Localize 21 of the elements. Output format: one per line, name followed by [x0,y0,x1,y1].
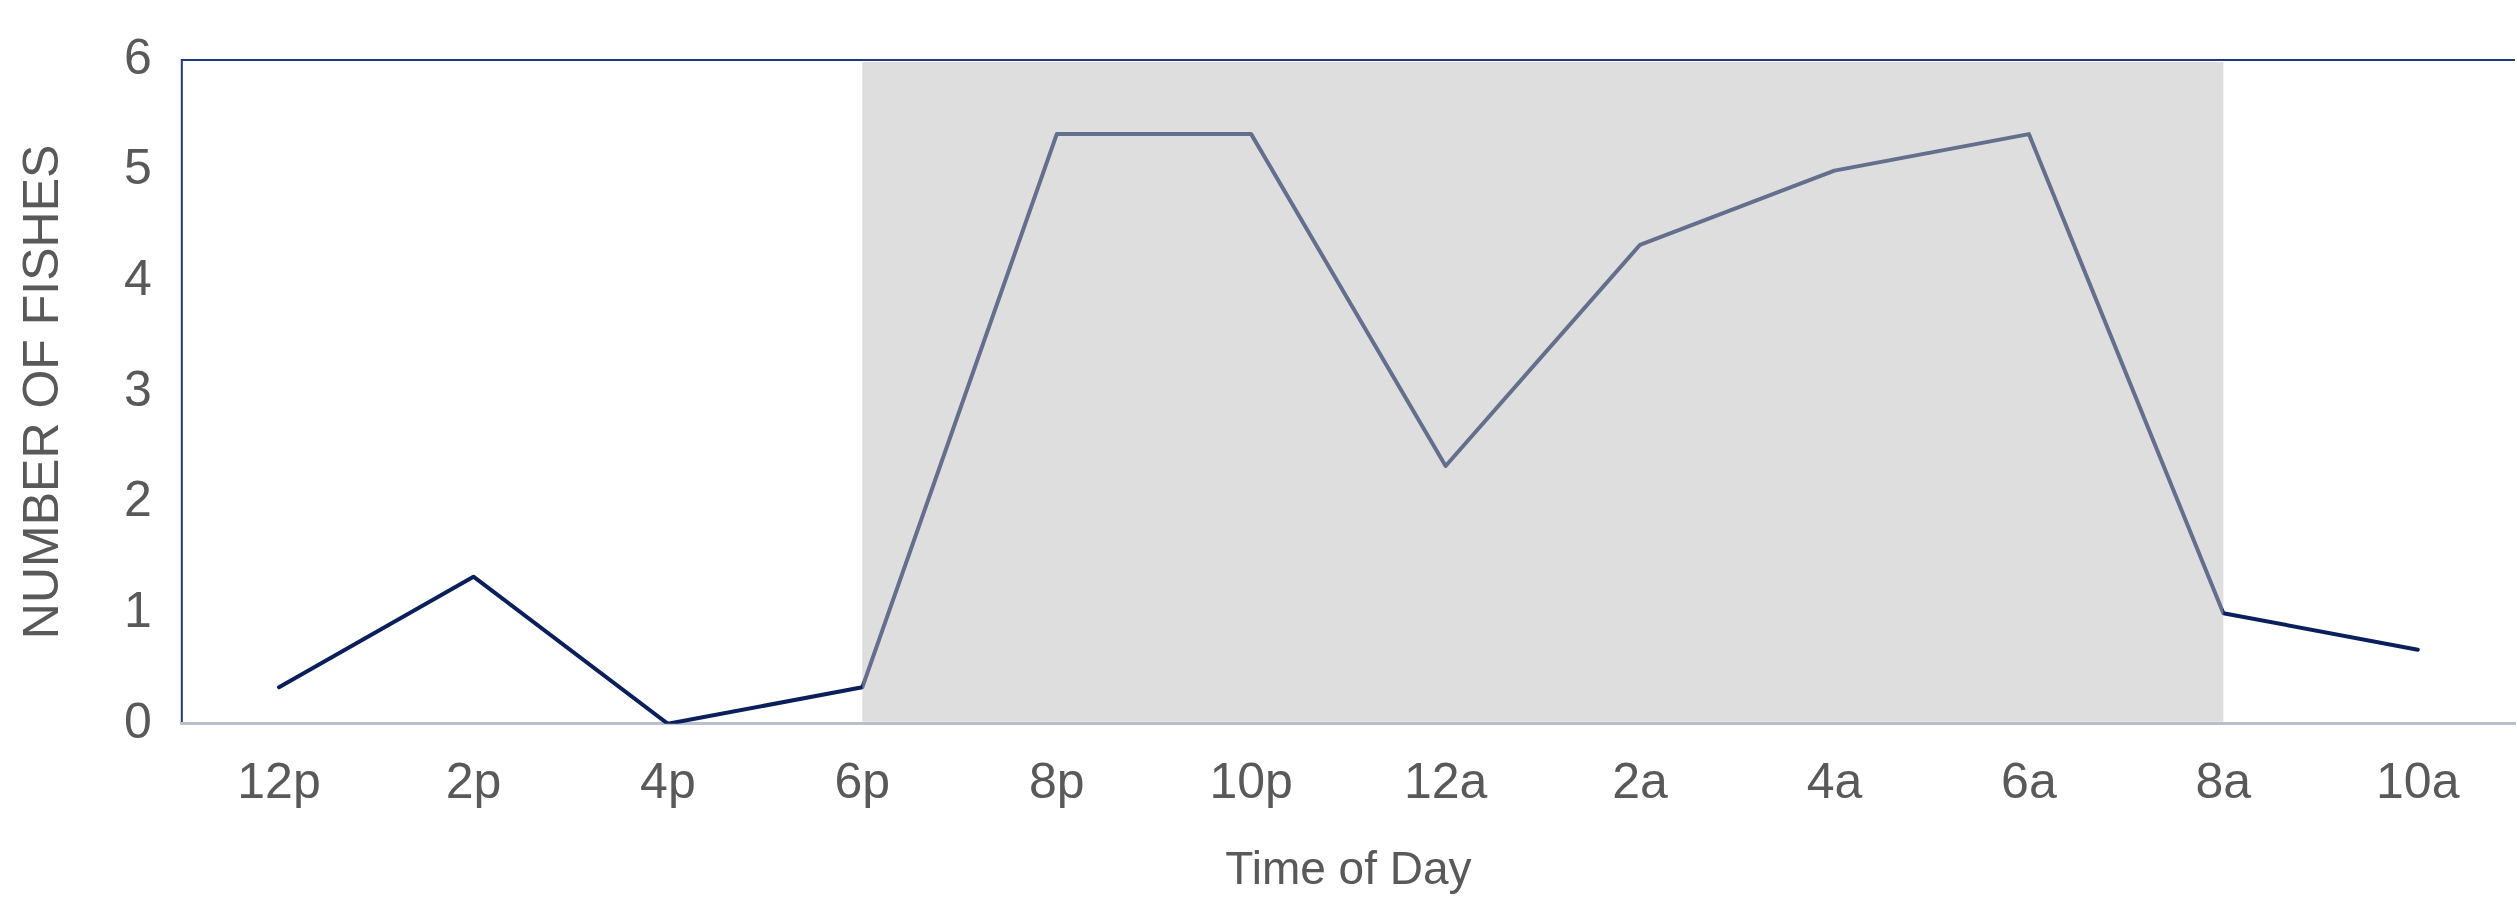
y-tick-label: 0 [124,692,152,749]
x-tick-label: 4a [1806,752,1863,809]
x-tick-label: 8a [2195,752,2252,809]
y-tick-label: 3 [124,360,152,417]
x-tick-label: 10p [1209,752,1293,809]
x-tick-label: 2p [445,752,502,809]
x-tick-label: 6a [2001,752,2057,809]
y-axis-title: NUMBER OF FISHES [12,144,69,640]
y-tick-label: 6 [124,28,152,85]
y-tick-label: 4 [124,250,152,307]
x-tick-label: 6p [834,752,891,809]
y-tick-label: 2 [124,471,152,528]
x-tick-label: 10a [2376,752,2460,809]
x-tick-label: 12a [1403,752,1488,809]
x-tick-label: 12p [237,752,321,809]
x-tick-label: 8p [1028,752,1085,809]
x-tick-label: 4p [640,752,696,809]
x-tick-label: 2a [1612,752,1669,809]
x-axis-title: Time of Day [1225,842,1472,895]
y-tick-label: 5 [124,139,152,196]
y-tick-label: 1 [124,581,152,638]
